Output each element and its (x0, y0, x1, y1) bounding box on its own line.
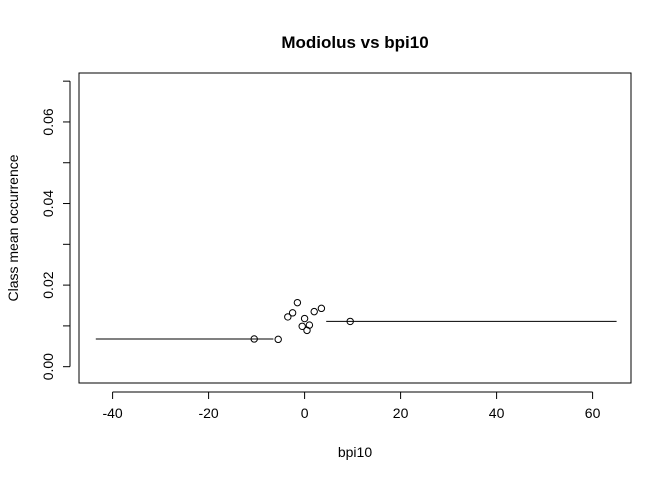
y-axis-label: Class mean occurrence (5, 154, 21, 301)
data-point (288, 309, 297, 317)
data-point (310, 307, 318, 316)
data-point (300, 314, 309, 323)
data-point (298, 322, 306, 331)
y-tick-label: 0.06 (40, 108, 56, 135)
y-tick-label: 0.02 (40, 271, 56, 298)
x-axis-label: bpi10 (338, 444, 372, 460)
data-point (250, 335, 258, 343)
x-axis: -40 -20 0 20 40 60 (102, 391, 601, 421)
data-point (317, 304, 326, 313)
x-tick-label: -20 (198, 405, 218, 421)
x-tick-label: -40 (102, 405, 122, 421)
data-point (293, 298, 302, 307)
y-axis: 0.00 0.02 0.04 0.06 (40, 80, 71, 380)
data-point (305, 321, 314, 329)
data-point (284, 313, 292, 321)
points-layer (250, 298, 354, 344)
x-tick-label: 0 (301, 405, 309, 421)
x-tick-label: 40 (489, 405, 505, 421)
data-point (274, 335, 282, 344)
segments-layer (95, 320, 617, 340)
y-tick-label: 0.04 (40, 190, 56, 217)
chart-title: Modiolus vs bpi10 (281, 33, 428, 52)
x-tick-label: 60 (585, 405, 601, 421)
data-point (346, 317, 354, 326)
plot-frame (78, 72, 632, 384)
x-tick-label: 20 (393, 405, 409, 421)
y-tick-label: 0.00 (40, 353, 56, 380)
